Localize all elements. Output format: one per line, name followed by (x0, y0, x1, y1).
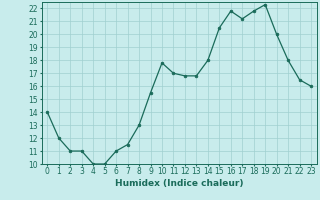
X-axis label: Humidex (Indice chaleur): Humidex (Indice chaleur) (115, 179, 244, 188)
